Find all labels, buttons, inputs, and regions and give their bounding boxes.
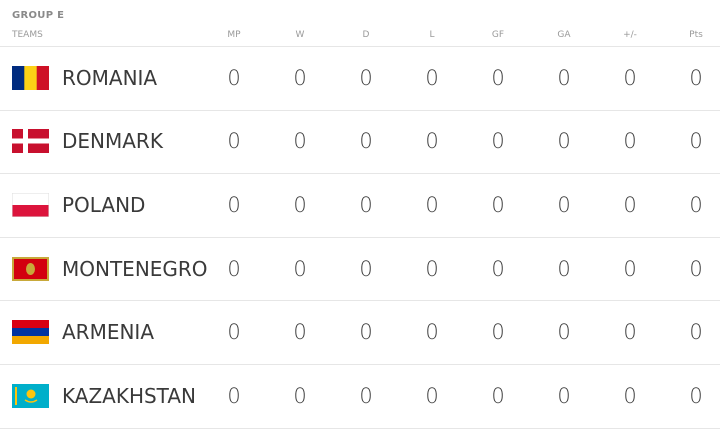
column-header: MP: [227, 30, 241, 40]
stat-value: 0: [491, 65, 505, 90]
stat-value: 0: [359, 129, 373, 154]
row-divider: [0, 427, 720, 429]
team-flag: [12, 65, 49, 90]
stat-value: 0: [293, 129, 307, 154]
stat-value: 0: [623, 256, 637, 281]
team-name: KAZAKHSTAN: [62, 383, 196, 408]
stat-value: 0: [557, 65, 571, 90]
stat-value: 0: [425, 256, 439, 281]
column-header: TEAMS: [12, 30, 43, 40]
column-header: L: [429, 30, 435, 40]
stat-value: 0: [359, 65, 373, 90]
stat-value: 0: [227, 65, 241, 90]
stat-value: 0: [689, 65, 703, 90]
row-divider: [0, 109, 720, 111]
stat-value: 0: [359, 256, 373, 281]
stat-value: 0: [491, 256, 505, 281]
stat-value: 0: [227, 193, 241, 217]
column-header: GF: [491, 30, 505, 40]
stat-value: 0: [689, 193, 703, 217]
stat-value: 0: [293, 383, 307, 408]
row-divider: [0, 300, 720, 302]
stat-value: 0: [359, 193, 373, 217]
stat-value: 0: [623, 383, 637, 408]
team-flag: [12, 256, 49, 281]
stat-value: 0: [227, 320, 241, 345]
stat-value: 0: [557, 383, 571, 408]
stat-value: 0: [227, 383, 241, 408]
stat-value: 0: [623, 65, 637, 90]
stat-value: 0: [689, 256, 703, 281]
stat-value: 0: [491, 193, 505, 217]
team-flag: [11, 192, 50, 218]
team-flag: [12, 129, 49, 154]
stat-value: 0: [425, 193, 439, 217]
column-header: Pts: [689, 30, 703, 40]
stat-value: 0: [227, 129, 241, 154]
team-name: DENMARK: [62, 129, 163, 154]
stat-value: 0: [557, 193, 571, 217]
team-name: MONTENEGRO: [62, 256, 208, 281]
stat-value: 0: [491, 129, 505, 154]
stat-value: 0: [491, 320, 505, 345]
column-header: D: [362, 30, 370, 40]
stat-value: 0: [623, 320, 637, 345]
stat-value: 0: [425, 320, 439, 345]
row-divider: [0, 236, 720, 238]
stat-value: 0: [293, 65, 307, 90]
team-name: ROMANIA: [62, 65, 158, 90]
team-flag: [12, 320, 49, 345]
team-name: POLAND: [62, 193, 146, 217]
stat-value: 0: [557, 256, 571, 281]
stat-value: 0: [425, 383, 439, 408]
stat-value: 0: [623, 129, 637, 154]
team-flag: [12, 383, 49, 408]
stat-value: 0: [425, 129, 439, 154]
team-name: ARMENIA: [62, 320, 155, 345]
stat-value: 0: [359, 383, 373, 408]
row-divider: [0, 46, 720, 47]
group-title: GROUP E: [12, 10, 65, 21]
stat-value: 0: [359, 320, 373, 345]
stat-value: 0: [293, 193, 307, 217]
stat-value: 0: [293, 256, 307, 281]
column-header: W: [295, 30, 305, 40]
stat-value: 0: [689, 129, 703, 154]
stat-value: 0: [491, 383, 505, 408]
stat-value: 0: [425, 65, 439, 90]
column-header: GA: [557, 30, 571, 40]
row-divider: [0, 173, 720, 175]
stat-value: 0: [623, 193, 637, 217]
stat-value: 0: [689, 383, 703, 408]
stat-value: 0: [557, 320, 571, 345]
row-divider: [0, 364, 720, 365]
stat-value: 0: [557, 129, 571, 154]
stat-value: 0: [227, 256, 241, 281]
stat-value: 0: [689, 320, 703, 345]
stat-value: 0: [293, 320, 307, 345]
column-header: +/-: [623, 30, 637, 40]
